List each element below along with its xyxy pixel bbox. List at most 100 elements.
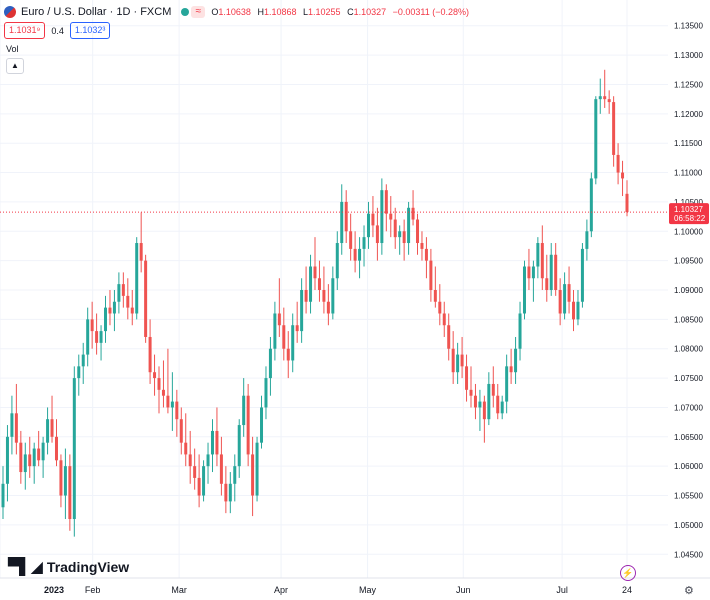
candle-body [313, 266, 317, 279]
candle [268, 336, 272, 396]
candle-body [389, 213, 393, 220]
ohlc-values: O1.10638 H1.10868 L1.10255 C1.10327 −0.0… [211, 7, 473, 17]
candle-body [121, 284, 125, 296]
candle [144, 254, 148, 343]
candle-body [90, 319, 94, 332]
candle [554, 243, 558, 296]
candle-body [416, 219, 420, 244]
price-tick-label: 1.10000 [674, 227, 703, 236]
candle [487, 372, 491, 426]
gear-icon[interactable]: ⚙ [684, 585, 694, 597]
candle-body [540, 243, 544, 279]
symbol-title[interactable]: Euro / U.S. Dollar · 1D · FXCM [21, 6, 172, 18]
brand-logo[interactable]: ▀▌◢ TradingView [8, 557, 129, 576]
candle-body [108, 307, 112, 314]
candle-body [251, 454, 255, 496]
candle-body [10, 413, 14, 437]
candle [139, 212, 143, 273]
candle [416, 213, 420, 255]
candle [540, 225, 544, 290]
candle [567, 266, 571, 314]
candle [331, 266, 335, 320]
candle-body [148, 336, 152, 373]
candle-body [398, 231, 402, 238]
candle [438, 284, 442, 326]
candle [531, 260, 535, 302]
candle [398, 225, 402, 255]
candle [95, 313, 99, 355]
chevron-up-icon[interactable]: ▲ [6, 58, 24, 74]
lightning-icon[interactable]: ⚡ [620, 565, 636, 581]
candle-body [625, 193, 629, 213]
candle [429, 248, 433, 302]
candle [465, 354, 469, 402]
candle-body [594, 99, 598, 179]
candle-body [19, 442, 23, 473]
candle [41, 436, 45, 478]
candle-body [268, 348, 272, 379]
ohlc-high-key: H [257, 7, 264, 17]
candle-body [50, 419, 54, 437]
candle [202, 460, 206, 502]
candle-body [473, 395, 477, 408]
candle [264, 366, 268, 420]
price-tick-label: 1.08500 [674, 315, 703, 324]
candle [612, 96, 616, 167]
candle [108, 290, 112, 326]
candle [558, 278, 562, 326]
candle-body [219, 454, 223, 484]
time-tick-label: May [359, 585, 377, 595]
data-source-icon[interactable]: ≈ [191, 6, 206, 18]
candle [518, 301, 522, 361]
candle-body [264, 378, 268, 408]
volume-indicator-label[interactable]: Vol [6, 44, 19, 54]
candle-body [531, 266, 535, 279]
candle-body [179, 419, 183, 443]
candle-body [72, 378, 76, 520]
candle-body [366, 213, 370, 238]
candle-body [522, 266, 526, 314]
candle [23, 442, 27, 490]
candle-body [536, 243, 540, 267]
brand-name: TradingView [46, 558, 130, 575]
candle-body [358, 248, 362, 261]
time-tick-label: Apr [274, 585, 288, 595]
candle-body [81, 354, 85, 367]
candle-body [362, 237, 366, 249]
candle [491, 366, 495, 408]
price-tick-label: 1.06500 [674, 433, 703, 442]
candle-body [309, 266, 313, 302]
time-axis[interactable]: 2023 Feb Mar Apr May Jun Jul 24 [0, 577, 710, 600]
candle-body [144, 260, 148, 337]
candle-body [130, 307, 134, 314]
candle [10, 395, 14, 455]
candle [68, 454, 72, 531]
candle [130, 290, 134, 326]
sell-button[interactable]: 1.1031⁹ [4, 22, 46, 39]
candle-body [496, 395, 500, 414]
candle [175, 389, 179, 437]
candle-body [153, 372, 157, 379]
candle [536, 237, 540, 279]
candle-body [607, 99, 611, 103]
candle [616, 143, 620, 185]
candle-body [384, 190, 388, 214]
candle-body [331, 278, 335, 314]
candle-body [509, 366, 513, 373]
candle [117, 272, 121, 314]
candle-body [1, 483, 5, 508]
price-tick-label: 1.09000 [674, 286, 703, 295]
candle-body [54, 436, 58, 461]
ohlc-open: 1.10638 [218, 7, 251, 17]
candle-body [469, 389, 473, 396]
price-axis[interactable]: 1.04500 1.05000 1.05500 1.06000 1.06500 1.070… [668, 0, 710, 600]
ohlc-close-key: C [347, 7, 354, 17]
candle-body [77, 366, 81, 379]
buy-button[interactable]: 1.1032³ [69, 22, 111, 39]
candle [313, 237, 317, 290]
candle [237, 419, 241, 478]
candle [37, 430, 41, 467]
ohlc-high: 1.10868 [263, 7, 297, 17]
candle [442, 301, 446, 337]
